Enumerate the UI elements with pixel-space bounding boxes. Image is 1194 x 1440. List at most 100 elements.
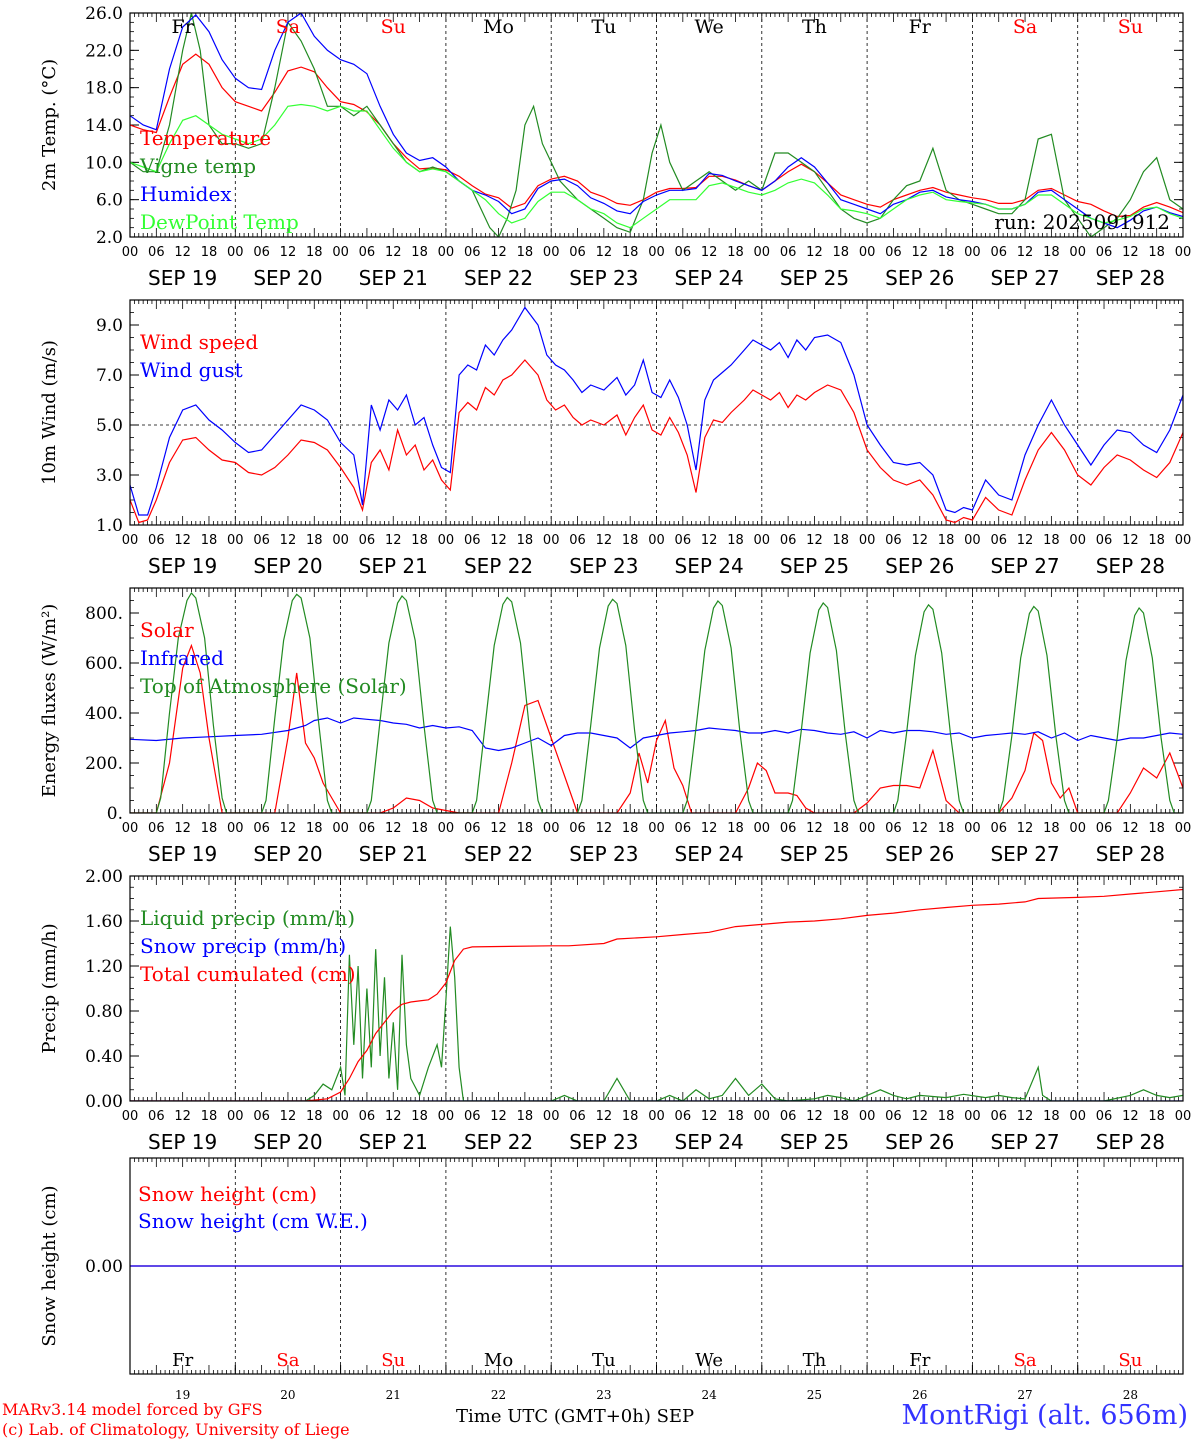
hour-tick-label: 12 xyxy=(280,821,297,836)
hour-tick-label: 06 xyxy=(885,821,902,836)
date-label: SEP 21 xyxy=(359,1130,428,1154)
hour-tick-label: 18 xyxy=(833,533,850,548)
hour-tick-label: 18 xyxy=(201,1109,218,1124)
hour-tick-label: 18 xyxy=(1148,821,1165,836)
hour-tick-label: 18 xyxy=(833,245,850,260)
hour-tick-label: 12 xyxy=(911,245,928,260)
y-tick-label: 9.0 xyxy=(96,316,123,336)
hour-tick-label: 06 xyxy=(359,1109,376,1124)
legend-entry: Snow height (cm W.E.) xyxy=(138,1209,368,1233)
series-line xyxy=(130,717,1183,752)
hour-tick-label: 18 xyxy=(411,821,428,836)
hour-tick-label: 00 xyxy=(227,533,244,548)
series-line xyxy=(130,53,1183,218)
bottom-day-number: 27 xyxy=(1017,1388,1032,1402)
hour-tick-label: 18 xyxy=(517,533,534,548)
date-label: SEP 28 xyxy=(1096,266,1165,290)
hour-tick-label: 00 xyxy=(964,245,981,260)
bottom-day-name: Sa xyxy=(1014,1350,1037,1371)
legend-entry: Snow precip (mm/h) xyxy=(140,934,346,958)
y-tick-label: 0. xyxy=(107,804,123,824)
hour-tick-label: 00 xyxy=(438,1109,455,1124)
y-tick-label: 1.60 xyxy=(85,912,123,932)
date-label: SEP 24 xyxy=(675,842,744,866)
hour-tick-label: 12 xyxy=(701,821,718,836)
day-name: Fr xyxy=(909,16,932,38)
date-label: SEP 19 xyxy=(148,842,217,866)
hour-tick-label: 18 xyxy=(517,245,534,260)
y-tick-label: 14.0 xyxy=(85,116,123,136)
series-line xyxy=(130,13,1183,229)
hour-tick-label: 06 xyxy=(148,245,165,260)
hour-tick-label: 18 xyxy=(938,245,955,260)
y-axis-label: Energy fluxes (W/m²) xyxy=(39,604,60,798)
hour-tick-label: 12 xyxy=(806,245,823,260)
legend-entry: Infrared xyxy=(140,646,224,670)
date-label: SEP 20 xyxy=(253,266,322,290)
hour-tick-label: 00 xyxy=(122,821,139,836)
bottom-day-name: Tu xyxy=(592,1350,616,1371)
date-label: SEP 19 xyxy=(148,266,217,290)
hour-tick-label: 18 xyxy=(833,821,850,836)
hour-tick-label: 00 xyxy=(438,245,455,260)
hour-tick-label: 00 xyxy=(859,821,876,836)
bottom-day-number: 21 xyxy=(386,1388,401,1402)
time-axis-label: Time UTC (GMT+0h) SEP xyxy=(456,1406,695,1427)
hour-tick-label: 06 xyxy=(990,533,1007,548)
series-line xyxy=(130,306,1183,516)
panel-frame xyxy=(129,12,1184,238)
hour-tick-label: 00 xyxy=(754,245,771,260)
y-tick-label: 2.00 xyxy=(85,867,123,887)
hour-tick-label: 00 xyxy=(1175,245,1192,260)
hour-tick-label: 06 xyxy=(569,821,586,836)
bottom-day-name: Sa xyxy=(276,1350,299,1371)
hour-tick-label: 00 xyxy=(648,821,665,836)
hour-tick-label: 12 xyxy=(911,1109,928,1124)
date-label: SEP 25 xyxy=(780,554,849,578)
legend-entry: Snow height (cm) xyxy=(138,1182,317,1206)
day-name: Mo xyxy=(483,16,514,38)
y-tick-label: 0.40 xyxy=(85,1047,123,1067)
hour-tick-label: 00 xyxy=(1175,1109,1192,1124)
hour-tick-label: 18 xyxy=(306,821,323,836)
legend-entry: Vigne temp xyxy=(139,154,256,178)
hour-tick-label: 18 xyxy=(306,533,323,548)
hour-tick-label: 18 xyxy=(938,533,955,548)
hour-tick-label: 06 xyxy=(569,245,586,260)
date-label: SEP 24 xyxy=(675,266,744,290)
date-label: SEP 22 xyxy=(464,1130,533,1154)
date-label: SEP 22 xyxy=(464,266,533,290)
series-line xyxy=(130,359,1183,524)
hour-tick-label: 00 xyxy=(1069,245,1086,260)
date-label: SEP 21 xyxy=(359,554,428,578)
date-label: SEP 21 xyxy=(359,266,428,290)
hour-tick-label: 06 xyxy=(148,1109,165,1124)
hour-tick-label: 00 xyxy=(1175,533,1192,548)
hour-tick-label: 00 xyxy=(227,1109,244,1124)
y-tick-label: 18.0 xyxy=(85,79,123,99)
bottom-day-name: Fr xyxy=(172,1350,193,1371)
day-name: Sa xyxy=(1013,16,1037,38)
hour-tick-label: 06 xyxy=(675,1109,692,1124)
hour-tick-label: 12 xyxy=(806,821,823,836)
hour-tick-label: 12 xyxy=(806,533,823,548)
y-tick-label: 5.0 xyxy=(96,416,123,436)
hour-tick-label: 00 xyxy=(1175,821,1192,836)
y-tick-label: 6.0 xyxy=(96,191,123,211)
date-label: SEP 25 xyxy=(780,1130,849,1154)
hour-tick-label: 06 xyxy=(885,533,902,548)
hour-tick-label: 18 xyxy=(622,533,639,548)
hour-tick-label: 18 xyxy=(727,1109,744,1124)
hour-tick-label: 00 xyxy=(438,533,455,548)
series-line xyxy=(130,643,1183,813)
legend-entry: Temperature xyxy=(140,126,271,150)
bottom-day-number: 24 xyxy=(702,1388,718,1402)
hour-tick-label: 06 xyxy=(569,1109,586,1124)
hour-tick-label: 00 xyxy=(332,245,349,260)
panel-frame xyxy=(129,875,1184,1102)
y-tick-label: 800. xyxy=(85,604,123,624)
hour-tick-label: 12 xyxy=(385,1109,402,1124)
hour-tick-label: 06 xyxy=(675,245,692,260)
bottom-day-name: Th xyxy=(803,1350,827,1371)
hour-tick-label: 12 xyxy=(911,533,928,548)
